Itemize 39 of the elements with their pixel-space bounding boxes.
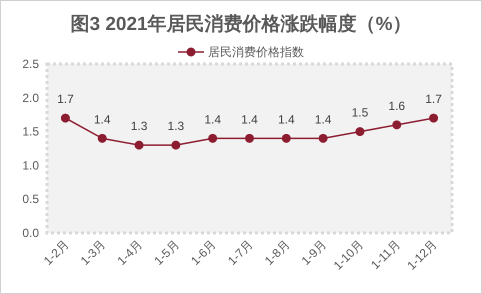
- data-label: 1.5: [352, 106, 369, 120]
- y-tick-label: 1.0: [22, 158, 40, 172]
- point: [282, 134, 291, 143]
- point: [60, 114, 70, 123]
- point: [245, 134, 254, 143]
- point: [429, 114, 438, 123]
- point: [208, 134, 218, 143]
- x-tick-label: 1-6月: [188, 237, 219, 268]
- data-label: 1.7: [57, 92, 74, 106]
- x-tick-label: 1-3月: [78, 237, 108, 268]
- data-label: 1.6: [388, 98, 406, 113]
- data-label: 1.7: [425, 92, 442, 106]
- point: [171, 140, 180, 150]
- point: [392, 120, 402, 130]
- legend-label: 居民消费价格指数: [208, 45, 304, 59]
- data-label: 1.4: [204, 112, 222, 126]
- y-tick-label: 1.5: [22, 124, 40, 139]
- data-label: 1.4: [94, 112, 111, 126]
- data-label: 1.4: [241, 112, 258, 126]
- x-tick-label: 1-8月: [262, 237, 292, 268]
- x-tick-label: 1-5月: [151, 237, 182, 268]
- x-tick-label: 1-7月: [224, 237, 256, 268]
- data-label: 1.3: [130, 119, 148, 134]
- point: [355, 127, 364, 136]
- y-tick-label: 0.5: [22, 192, 40, 206]
- x-tick-label: 1-11月: [368, 237, 403, 272]
- point: [98, 134, 107, 143]
- y-tick-label: 2.5: [22, 57, 40, 71]
- point: [134, 140, 144, 150]
- y-tick-label: 2.0: [22, 90, 40, 105]
- data-label: 1.4: [278, 112, 295, 126]
- chart-title: 图3 2021年居民消费价格涨跌幅度（%）: [70, 13, 412, 35]
- data-label: 1.3: [168, 119, 185, 134]
- data-label: 1.4: [314, 112, 332, 126]
- x-tick-label: 1-2月: [40, 237, 72, 268]
- point: [318, 134, 328, 143]
- y-tick-label: 0.0: [22, 226, 40, 240]
- x-tick-label: 1-9月: [298, 237, 330, 268]
- x-tick-label: 1-4月: [114, 237, 146, 268]
